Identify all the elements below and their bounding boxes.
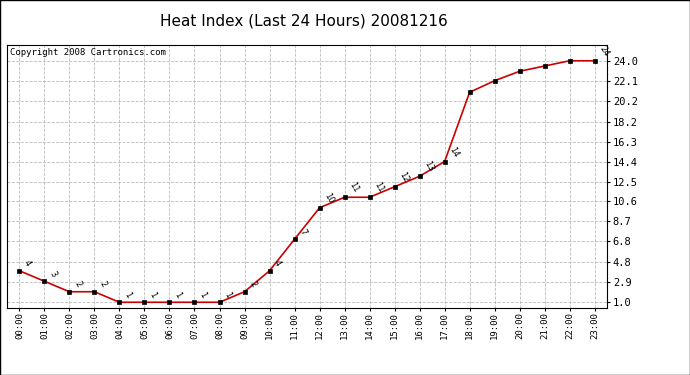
Text: 4: 4 bbox=[273, 259, 283, 268]
Text: 1: 1 bbox=[197, 290, 208, 300]
Text: 1: 1 bbox=[222, 290, 233, 300]
Text: Heat Index (Last 24 Hours) 20081216: Heat Index (Last 24 Hours) 20081216 bbox=[159, 13, 448, 28]
Text: 11: 11 bbox=[373, 181, 386, 195]
Text: 11: 11 bbox=[347, 181, 360, 195]
Text: 24: 24 bbox=[598, 44, 611, 58]
Text: 10: 10 bbox=[322, 191, 335, 205]
Text: 13: 13 bbox=[422, 160, 435, 174]
Text: 1: 1 bbox=[172, 290, 183, 300]
Text: 4: 4 bbox=[22, 259, 32, 268]
Text: 2: 2 bbox=[72, 280, 83, 289]
Text: Copyright 2008 Cartronics.com: Copyright 2008 Cartronics.com bbox=[10, 48, 166, 57]
Text: 7: 7 bbox=[297, 227, 308, 237]
Text: 1: 1 bbox=[147, 290, 158, 300]
Text: 1: 1 bbox=[122, 290, 132, 300]
Text: 14: 14 bbox=[447, 145, 460, 159]
Text: 2: 2 bbox=[247, 280, 258, 289]
Text: 3: 3 bbox=[47, 269, 58, 279]
Text: 2: 2 bbox=[97, 280, 108, 289]
Text: 12: 12 bbox=[397, 170, 411, 184]
